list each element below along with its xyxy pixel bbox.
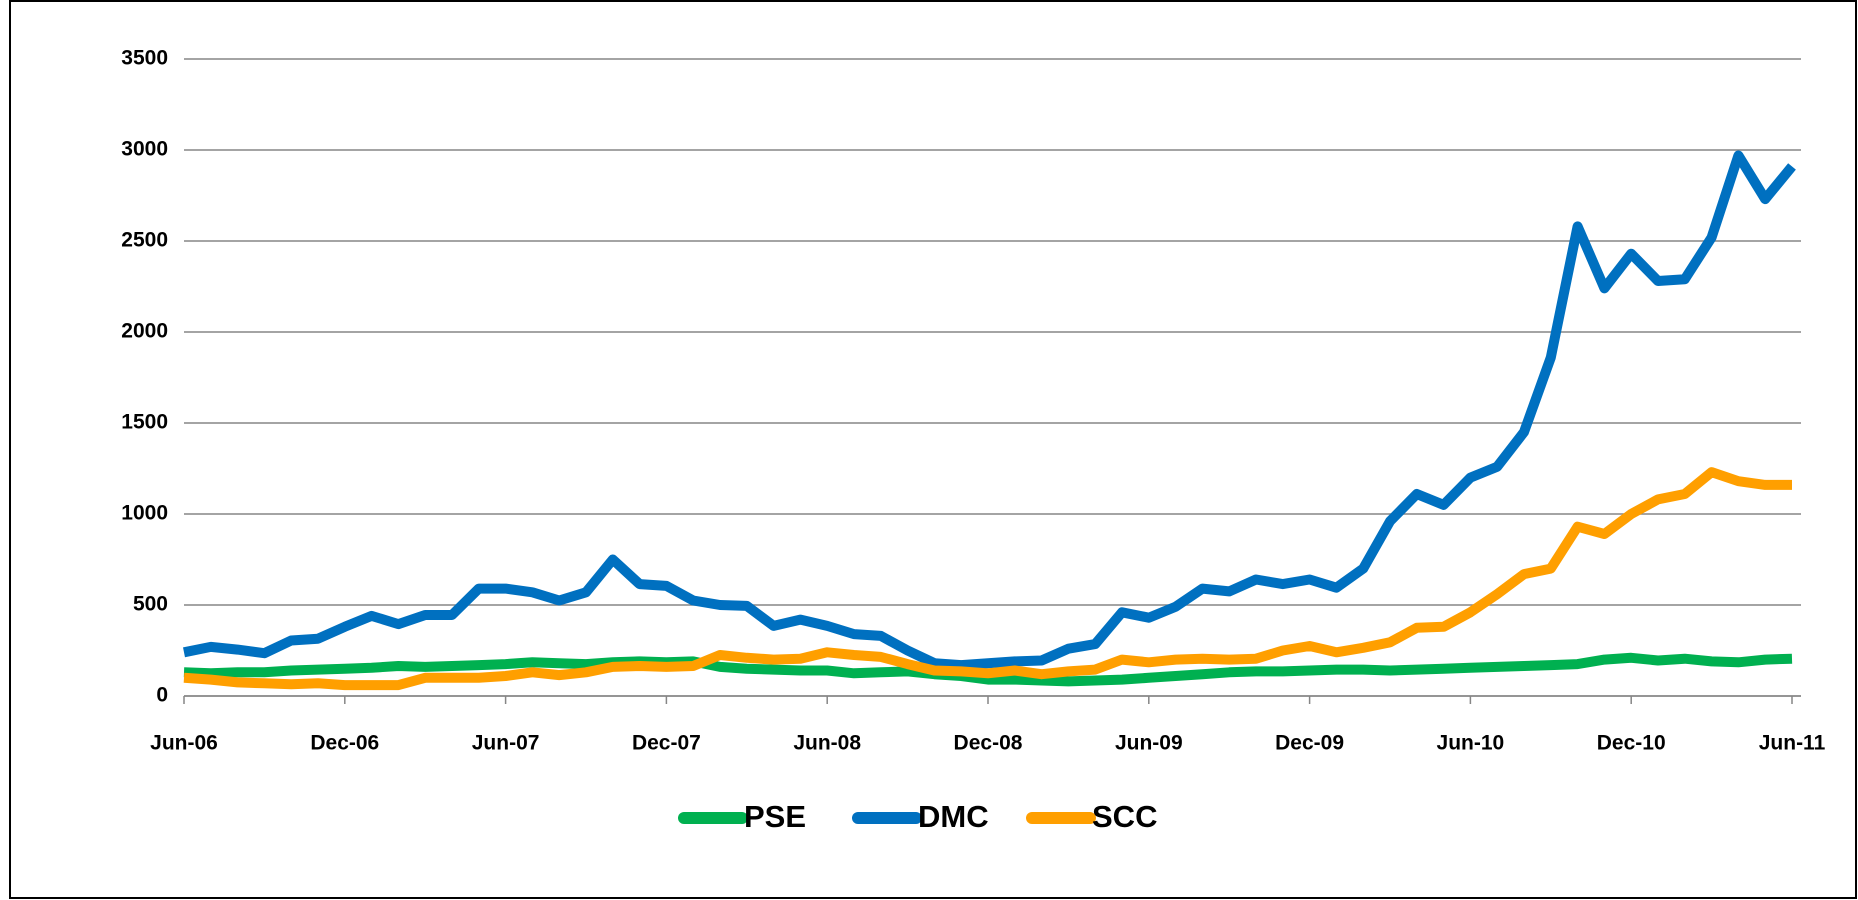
legend-label: PSE: [744, 799, 806, 834]
x-tick-label: Jun-11: [1759, 732, 1826, 755]
legend-label: DMC: [918, 799, 989, 834]
y-tick-label: 500: [133, 593, 168, 616]
x-tick-label: Dec-08: [954, 732, 1023, 755]
series-line: [183, 150, 1796, 671]
y-tick-label: 2500: [121, 229, 168, 252]
y-tick-label: 1500: [121, 411, 168, 434]
chart-border: [9, 0, 1857, 899]
series-line: [183, 652, 1793, 687]
x-tick-label: Jun-08: [793, 732, 861, 755]
x-tick-label: Jun-10: [1437, 732, 1505, 755]
x-tick-label: Dec-07: [632, 732, 701, 755]
y-tick-label: 3000: [121, 138, 168, 161]
x-tick-label: Dec-10: [1597, 732, 1666, 755]
y-tick-label: 1000: [121, 502, 168, 525]
y-tick-label: 0: [156, 684, 168, 707]
series-line: [183, 467, 1792, 691]
legend: PSE DMC SCC: [678, 799, 1157, 834]
x-tick-label: Dec-06: [310, 732, 379, 755]
x-tick-label: Jun-09: [1115, 732, 1183, 755]
y-tick-label: 3500: [121, 47, 168, 70]
legend-label: SCC: [1092, 799, 1157, 834]
x-tick-label: Dec-09: [1275, 732, 1344, 755]
y-tick-label: 2000: [121, 320, 168, 343]
x-tick-label: Jun-07: [472, 732, 540, 755]
x-tick-label: Jun-06: [150, 732, 218, 755]
